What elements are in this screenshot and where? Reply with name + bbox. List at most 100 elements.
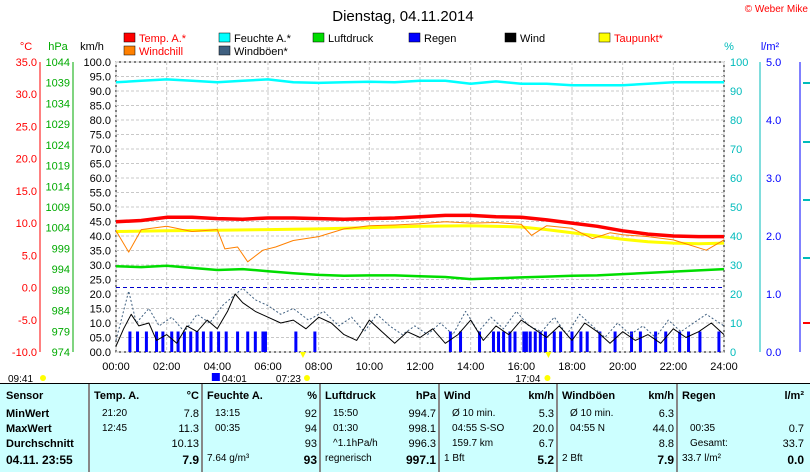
series-line-luftdruck [115,264,725,281]
sunrise-label: 07:23 [276,374,301,383]
stats-row-label: MaxWert [6,423,52,435]
stats-cell-value: 7.9 [182,453,199,467]
rain-bar [579,331,583,352]
legend-label: Luftdruck [328,33,374,45]
stats-cell-value: 0.7 [788,423,804,435]
stats-column-unit: km/h [528,390,554,402]
rain-bar [246,331,250,352]
rain-bar [313,331,317,352]
stats-column-separator [556,384,558,472]
sunrise-icon [299,352,306,358]
stats-cell-detail: 159.7 km [452,438,494,449]
time-tick-label: 08:00 [305,361,333,373]
legend-swatch [408,32,421,43]
x-axis: 00:00 02:00 04:00 06:00 08:00 10:00 12:00 14:00… [102,361,738,373]
stats-cell-detail: ^1.1hPa/h [333,438,378,449]
wind-tick-label: 55.0 [90,188,111,200]
stats-column-separator [88,384,90,472]
stats-column-separator [319,384,321,472]
stats-column-header: Feuchte A. [207,390,263,402]
rain-bar [570,331,574,352]
legend-label: Windböen* [234,46,289,58]
wind-tick-label: 10.0 [90,318,111,330]
legend-swatch [123,45,136,56]
time-tick-label: 12:00 [406,361,434,373]
rain-bar [508,331,512,352]
pressure-tick-label: 974 [52,347,70,359]
series-line-wind [115,293,725,347]
humidity-tick-label: 20 [730,289,742,301]
stats-cell-value: 998.1 [408,423,436,435]
time-tick-label: 16:00 [508,361,536,373]
rain-bar [613,331,617,352]
stats-row-label: 04.11. 23:55 [6,453,73,467]
stats-cell-value: 20.0 [532,423,554,435]
rain-tick-label: 1.0 [766,289,781,301]
axis-units: °C hPa km/h% l/m² [20,41,780,53]
legend-label: Wind [520,33,545,45]
weather-chart: Dienstag, 04.11.2014 © Weber Mike Temp. … [8,4,810,383]
stats-cell-value: 33.7 [782,438,804,450]
wind-tick-label: 90.0 [90,86,111,98]
rain-tick-label: 5.0 [766,57,781,69]
stats-column-header: Temp. A. [94,390,140,402]
time-tick-label: 24:00 [710,361,738,373]
rain-bar [638,331,642,352]
pressure-tick-label: 984 [52,306,70,318]
rain-bar [155,331,159,352]
wind-tick-label: 75.0 [90,130,111,142]
pressure-tick-label: 1009 [46,202,70,214]
stats-cell-value: 6.3 [658,408,674,420]
humidity-tick-label: 40 [730,231,742,243]
rain-axis-unit: l/m² [761,41,780,53]
stats-column-header: Windböen [562,390,616,402]
series-lines [115,78,725,347]
legend-label: Temp. A.* [139,33,187,45]
humidity-tick-label: 90 [730,86,742,98]
pressure-tick-label: 1044 [46,57,70,69]
stats-cell-detail: 12:45 [102,423,128,434]
pressure-tick-label: 1014 [46,181,70,193]
stats-cell-detail: 7.64 g/m³ [207,453,250,464]
pressure-axis-unit: hPa [48,41,68,53]
rain-bar [502,331,506,352]
pressure-tick-label: 1004 [46,223,70,235]
stats-cell-value: 5.3 [538,408,554,420]
temp-tick-label: 15.0 [16,186,37,198]
legend-swatch [123,32,136,43]
wind-tick-label: 85.0 [90,101,111,113]
rain-bars [128,331,721,352]
legend-swatch [598,32,611,43]
stats-cell-value: 94 [304,423,317,435]
rain-bar [538,331,542,352]
stats-cell-detail: 00:35 [690,423,716,434]
stats-cell-detail: 33.7 l/m² [682,453,721,464]
rain-bar [236,331,240,352]
pressure-tick-label: 1024 [46,140,70,152]
stats-cell-detail: 13:15 [215,408,241,419]
stats-cell-value: 996.3 [408,438,436,450]
rain-bar [448,331,452,352]
rain-bar [513,331,517,352]
pressure-tick-label: 1034 [46,98,70,110]
rain-bar [294,331,298,352]
temp-tick-label: 20.0 [16,154,37,166]
rain-bar [543,331,547,352]
pressure-tick-label: 979 [52,326,70,338]
humidity-tick-label: 100 [730,57,748,69]
temp-tick-label: -10.0 [12,347,37,359]
time-tick-label: 04:00 [204,361,232,373]
wind-tick-label: 100.0 [83,57,111,69]
rain-bar [533,331,537,352]
rain-bar [630,331,634,352]
wind-tick-label: 80.0 [90,115,111,127]
wind-axis-unit: km/h [80,41,104,53]
pressure-tick-label: 994 [52,264,70,276]
time-tick-label: 14:00 [457,361,485,373]
rain-bar [128,331,132,352]
stats-cell-value: 93 [304,438,317,450]
time-tick-label: 06:00 [254,361,282,373]
rain-bar [478,331,482,352]
rain-bar [459,331,463,352]
wind-tick-label: 35.0 [90,246,111,258]
